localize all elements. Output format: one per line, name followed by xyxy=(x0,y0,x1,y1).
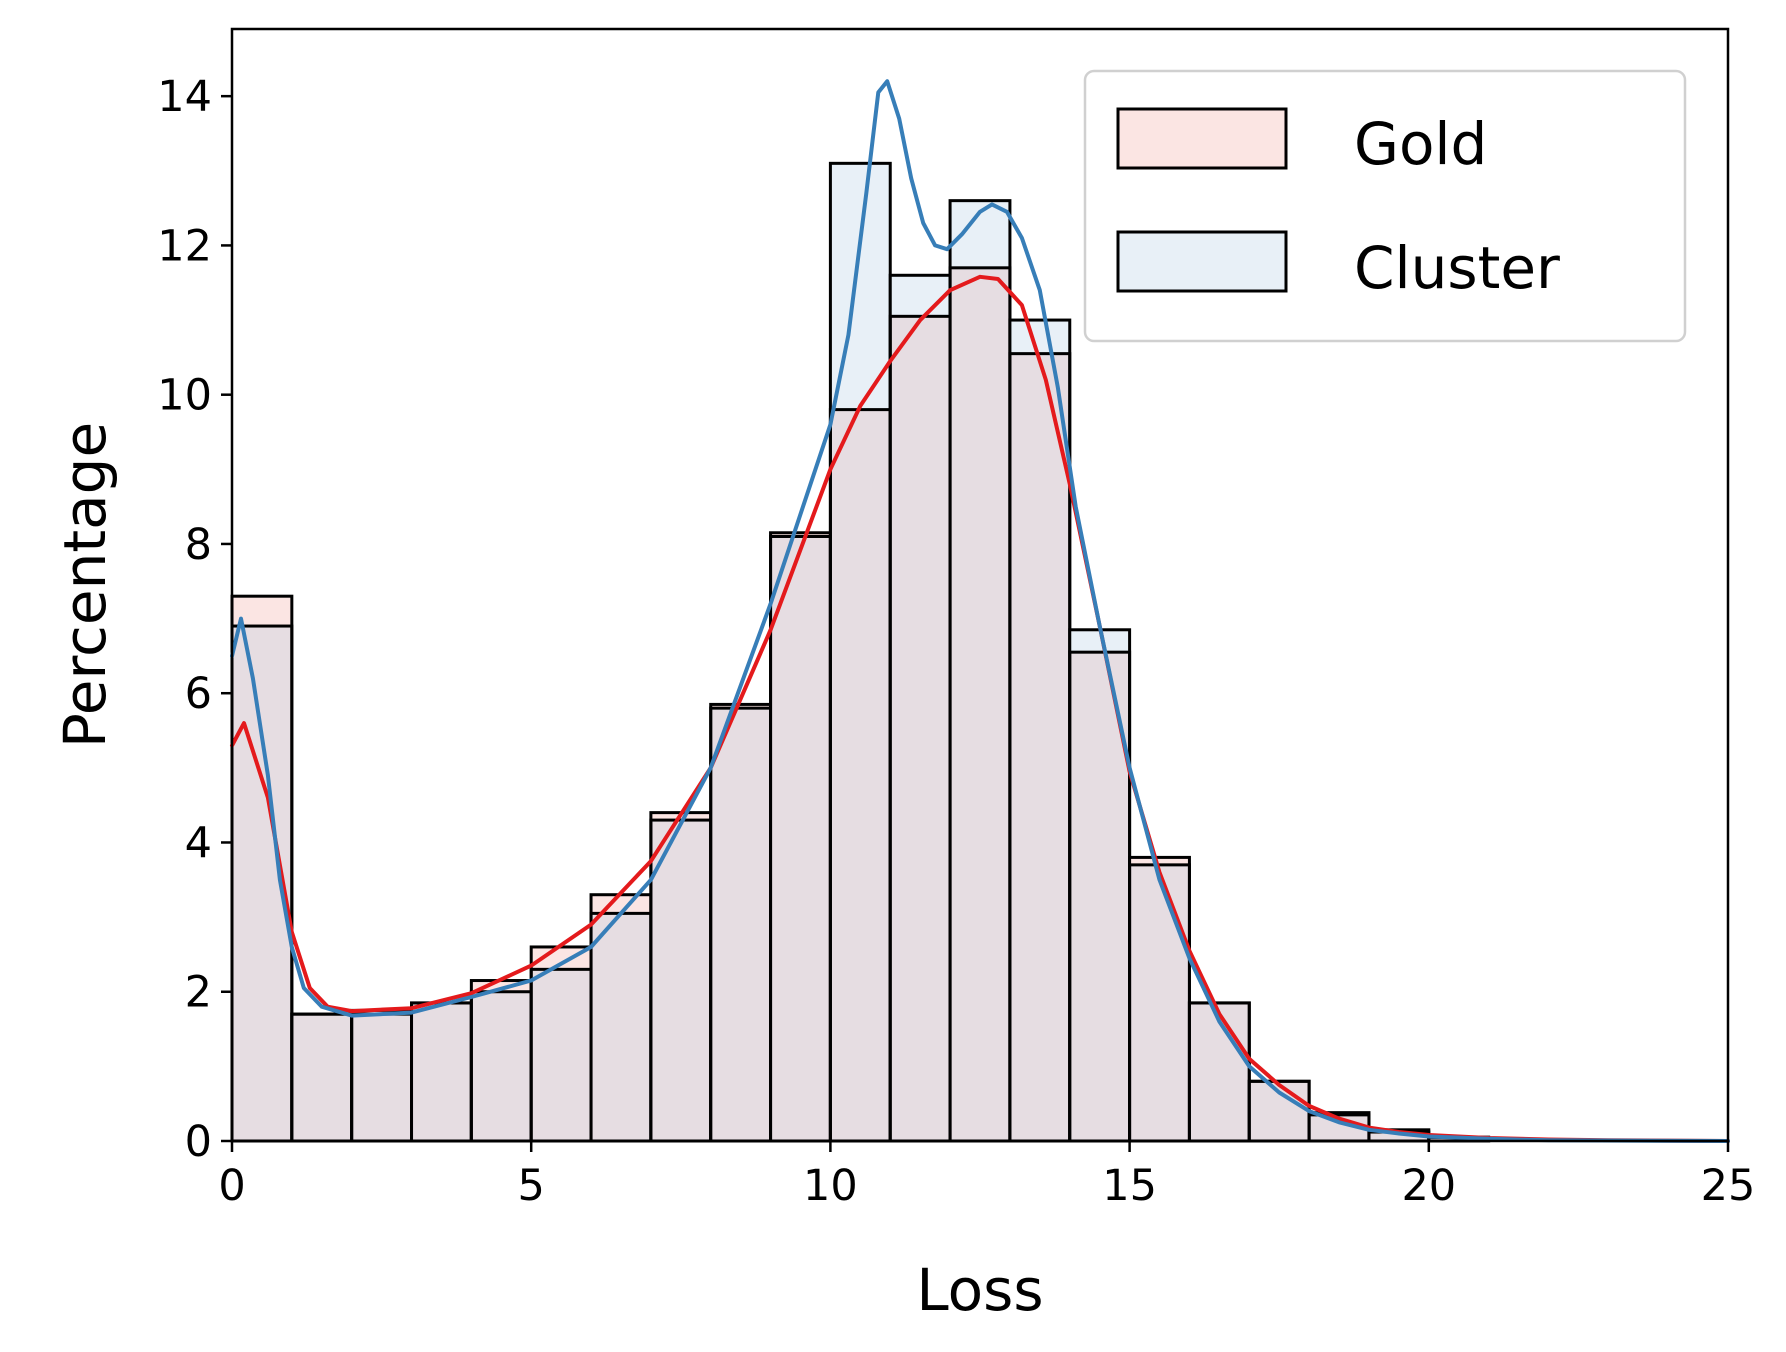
hist-bar-overlap-12 xyxy=(950,267,1010,1141)
hist-bar-gold-excess-5 xyxy=(531,946,592,970)
legend-swatch-cluster xyxy=(1116,230,1288,293)
y-tick-label: 0 xyxy=(185,1117,212,1167)
hist-bar-overlap-4 xyxy=(471,991,532,1141)
legend-label-gold: Gold xyxy=(1354,110,1487,178)
hist-bar-overlap-5 xyxy=(531,969,592,1141)
hist-bar-overlap-7 xyxy=(650,820,711,1141)
hist-bar-cluster-excess-13 xyxy=(1009,320,1070,354)
y-tick-label: 8 xyxy=(185,520,212,570)
hist-bar-overlap-6 xyxy=(591,913,651,1141)
hist-bar-overlap-14 xyxy=(1069,652,1130,1141)
hist-bar-overlap-13 xyxy=(1009,353,1070,1141)
hist-bar-overlap-1 xyxy=(291,1014,352,1141)
hist-bar-gold-excess-4 xyxy=(471,980,532,992)
hist-bar-overlap-10 xyxy=(830,409,891,1142)
legend-label-cluster: Cluster xyxy=(1354,234,1560,302)
hist-bar-overlap-11 xyxy=(890,316,951,1141)
kde-curves xyxy=(230,79,1730,1143)
hist-bar-overlap-16 xyxy=(1189,1002,1250,1141)
hist-bar-overlap-9 xyxy=(770,536,831,1141)
y-tick-label: 14 xyxy=(157,72,212,122)
y-tick-label: 4 xyxy=(185,818,212,868)
hist-bar-overlap-15 xyxy=(1129,864,1190,1141)
legend-swatch-gold xyxy=(1116,107,1288,170)
y-tick-label: 6 xyxy=(185,669,212,719)
y-tick-label: 10 xyxy=(157,371,212,421)
hist-bar-gold-excess-9 xyxy=(770,532,831,537)
hist-bar-overlap-2 xyxy=(351,1014,412,1141)
x-tick-label: 15 xyxy=(1102,1161,1157,1211)
hist-bar-overlap-3 xyxy=(411,1002,472,1141)
hist-bar-gold-excess-8 xyxy=(710,704,771,709)
y-tick-label: 12 xyxy=(157,221,212,271)
axis-ticks: 0 5 10 15 20 25 0 2 4 6 8 10 12 14 xyxy=(157,72,1755,1211)
x-axis-title: Loss xyxy=(916,1256,1043,1324)
hist-bar-overlap-8 xyxy=(710,708,771,1141)
hist-bar-overlap-19 xyxy=(1368,1132,1429,1141)
plot-frame xyxy=(230,27,1730,1143)
y-axis-title: Percentage xyxy=(51,422,119,748)
x-tick-label: 5 xyxy=(518,1161,545,1211)
x-tick-label: 0 xyxy=(218,1161,245,1211)
x-tick-label: 25 xyxy=(1701,1161,1756,1211)
histogram-bars xyxy=(230,161,1491,1143)
legend: Gold Cluster xyxy=(1083,69,1687,343)
y-tick-label: 2 xyxy=(185,968,212,1018)
hist-bar-gold-excess-15 xyxy=(1129,857,1190,865)
x-tick-label: 10 xyxy=(803,1161,858,1211)
x-tick-label: 20 xyxy=(1401,1161,1456,1211)
kde-line-cluster xyxy=(230,79,1730,1143)
kde-line-gold xyxy=(230,274,1730,1143)
hist-bar-cluster-excess-11 xyxy=(890,275,951,317)
hist-bar-cluster-excess-14 xyxy=(1069,629,1130,653)
